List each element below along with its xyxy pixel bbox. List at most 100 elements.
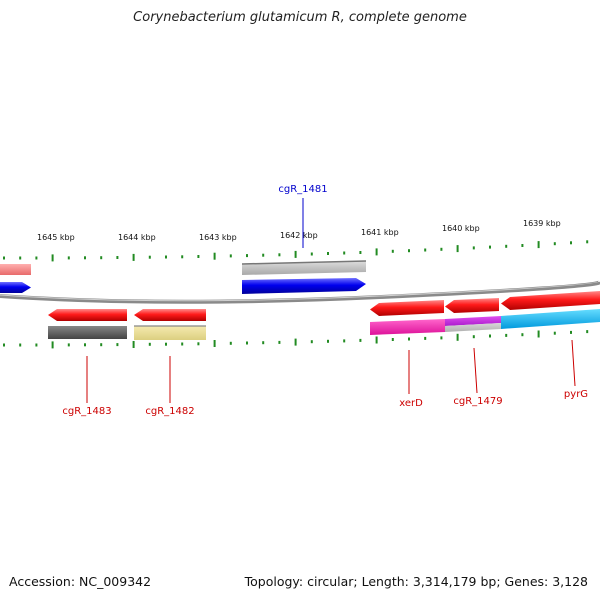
gene-arrow[interactable] [370, 300, 444, 316]
minor-tick [197, 255, 200, 258]
minor-tick [278, 253, 281, 257]
minor-tick [148, 342, 151, 346]
minor-tick [148, 255, 151, 259]
major-tick [213, 340, 216, 347]
minor-tick [424, 336, 427, 340]
minor-tick [359, 251, 362, 254]
leader-line [571, 339, 576, 387]
minor-tick [310, 340, 313, 344]
minor-tick [343, 251, 346, 255]
minor-tick [343, 339, 346, 343]
minor-tick [440, 247, 443, 251]
major-tick [294, 250, 297, 258]
minor-tick [262, 253, 265, 257]
gene-arrow[interactable] [445, 298, 499, 313]
gene-arrow[interactable] [501, 291, 600, 310]
gene-arrow[interactable] [134, 309, 206, 321]
major-tick [294, 338, 297, 346]
major-tick [456, 245, 459, 253]
minor-tick [489, 245, 491, 249]
minor-tick [35, 343, 38, 347]
kbp-label: 1643 kbp [199, 233, 237, 242]
minor-tick [327, 339, 329, 343]
minor-tick [553, 331, 556, 335]
kbp-label: 1641 kbp [361, 228, 399, 237]
cog-bar[interactable] [445, 323, 501, 332]
gene-arrow[interactable] [0, 282, 31, 293]
minor-tick [100, 256, 103, 260]
minor-tick [489, 334, 491, 338]
minor-tick [35, 256, 38, 260]
accession-info: Accession: NC_009342 [9, 574, 152, 589]
cog-bar[interactable] [501, 309, 600, 329]
minor-tick [165, 255, 167, 259]
minor-tick [262, 341, 265, 345]
cog-bar[interactable] [370, 319, 445, 335]
gene-label-cgR_1482[interactable]: cgR_1482 [145, 406, 194, 417]
minor-tick [310, 252, 313, 256]
gene-arrow[interactable] [242, 278, 366, 294]
minor-tick [229, 254, 232, 258]
gene-label-cgR_1479[interactable]: cgR_1479 [453, 396, 502, 407]
minor-tick [521, 333, 524, 337]
major-tick [51, 341, 54, 349]
kbp-label: 1644 kbp [118, 233, 156, 242]
minor-tick [3, 343, 5, 347]
minor-tick [391, 249, 394, 253]
cog-bar-edge [241, 260, 367, 265]
gene-label-cgR_1483[interactable]: cgR_1483 [62, 406, 111, 417]
minor-tick [472, 246, 475, 250]
minor-tick [505, 333, 508, 337]
minor-tick [570, 330, 572, 334]
gene-label-pyrG[interactable]: pyrG [564, 389, 588, 400]
minor-tick [229, 341, 232, 345]
minor-tick [116, 343, 119, 347]
minor-tick [246, 341, 248, 345]
minor-tick [408, 337, 410, 341]
minor-tick [586, 240, 589, 244]
cog-bar[interactable] [242, 261, 366, 275]
minor-tick [67, 256, 70, 260]
minor-tick [100, 343, 103, 347]
minor-tick [327, 252, 329, 255]
major-tick [537, 241, 540, 249]
minor-tick [440, 336, 443, 340]
minor-tick [570, 241, 572, 245]
minor-tick [408, 249, 410, 253]
minor-tick [359, 338, 362, 342]
kbp-label: 1642 kbp [280, 231, 318, 240]
minor-tick [19, 256, 22, 260]
major-tick [456, 333, 459, 341]
major-tick [132, 341, 135, 348]
minor-tick [19, 343, 22, 347]
minor-tick [391, 338, 394, 341]
cog-bar[interactable] [48, 326, 127, 339]
minor-tick [181, 342, 184, 346]
kbp-label: 1640 kbp [442, 224, 480, 233]
major-tick [51, 254, 54, 262]
gene-label-cgR_1481[interactable]: cgR_1481 [278, 184, 327, 195]
major-tick [375, 248, 378, 256]
major-tick [537, 330, 540, 338]
minor-tick [116, 256, 119, 259]
kbp-label: 1639 kbp [523, 219, 561, 228]
minor-tick [165, 342, 167, 346]
minor-tick [84, 343, 86, 347]
scale-ticks-top [3, 240, 589, 262]
minor-tick [424, 248, 427, 252]
major-tick [132, 253, 135, 261]
major-tick [213, 252, 216, 260]
genome-stats: Topology: circular; Length: 3,314,179 bp… [244, 574, 588, 589]
cog-bar[interactable] [134, 326, 206, 340]
major-tick [375, 336, 378, 344]
leader-line [473, 347, 478, 394]
minor-tick [278, 340, 281, 344]
cog-bar[interactable] [445, 316, 501, 326]
minor-tick [197, 342, 200, 346]
kbp-label: 1645 kbp [37, 233, 75, 242]
gene-label-xerD[interactable]: xerD [399, 398, 423, 409]
gene-arrow[interactable] [48, 309, 127, 321]
minor-tick [181, 255, 184, 259]
cog-bar[interactable] [0, 264, 31, 275]
